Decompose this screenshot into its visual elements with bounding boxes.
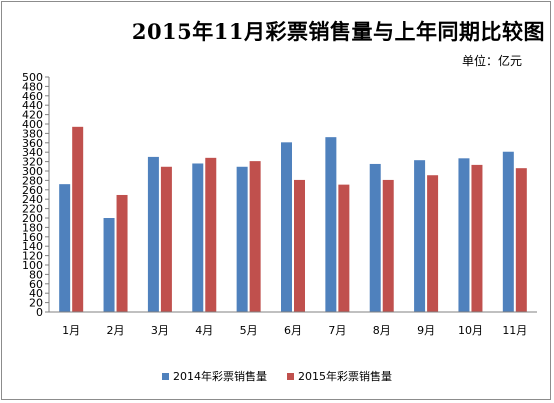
y-tick-label: 360 [22, 137, 43, 150]
x-tick-label: 7月 [328, 324, 346, 337]
bar-series2 [515, 168, 527, 312]
y-tick-label: 240 [22, 193, 43, 206]
y-tick-label: 20 [29, 297, 43, 310]
bar-series1 [458, 158, 470, 312]
y-tick-label: 500 [22, 71, 43, 84]
bar-series2 [160, 166, 172, 312]
y-tick-label: 40 [29, 287, 43, 300]
x-tick-label: 9月 [417, 324, 435, 337]
y-tick-label: 340 [22, 146, 43, 159]
chart-title: 2015年11月彩票销售量与上年同期比较图 [131, 19, 545, 44]
bar-series1 [192, 163, 204, 312]
x-tick-label: 3月 [151, 324, 169, 337]
x-tick-label: 10月 [458, 324, 483, 337]
y-tick-label: 160 [22, 231, 43, 244]
y-tick-label: 60 [29, 278, 43, 291]
bar-series1 [59, 184, 71, 312]
x-tick-label: 8月 [373, 324, 391, 337]
y-tick-label: 300 [22, 165, 43, 178]
y-tick-label: 320 [22, 156, 43, 169]
y-tick-label: 380 [22, 127, 43, 140]
y-tick-label: 220 [22, 203, 43, 216]
unit-label: 单位：亿元 [461, 54, 522, 68]
y-tick-label: 400 [22, 118, 43, 131]
y-tick-label: 200 [22, 212, 43, 225]
legend: 2014年彩票销售量 2015年彩票销售量 [0, 368, 554, 384]
y-tick-label: 100 [22, 259, 43, 272]
x-tick-label: 4月 [195, 324, 213, 337]
legend-item-2: 2015年彩票销售量 [287, 368, 392, 384]
x-tick-label: 1月 [62, 324, 80, 337]
legend-swatch [287, 372, 294, 380]
y-tick-label: 180 [22, 221, 43, 234]
bar-series1 [103, 218, 115, 312]
y-tick-label: 440 [22, 99, 43, 112]
bar-series1 [369, 163, 381, 312]
bar-series1 [325, 137, 337, 312]
x-tick-label: 5月 [240, 324, 258, 337]
y-tick-label: 260 [22, 184, 43, 197]
bar-series2 [427, 175, 439, 312]
bar-series1 [236, 166, 248, 312]
bar-series2 [72, 126, 84, 312]
y-tick-label: 480 [22, 80, 43, 93]
x-tick-label: 2月 [107, 324, 125, 337]
y-tick-label: 280 [22, 174, 43, 187]
bar-series1 [147, 156, 159, 312]
bar-series1 [281, 142, 292, 312]
bar-series2 [116, 194, 128, 312]
legend-label: 2015年彩票销售量 [298, 370, 392, 383]
bar-series2 [249, 161, 261, 312]
y-tick-label: 120 [22, 250, 43, 263]
x-tick-label: 11月 [502, 324, 527, 337]
legend-swatch [162, 372, 169, 380]
bar-series2 [205, 157, 217, 312]
y-tick-label: 140 [22, 240, 43, 253]
y-tick-label: 0 [36, 306, 43, 319]
bar-series1 [414, 160, 426, 312]
bar-series2 [471, 164, 483, 312]
y-tick-label: 420 [22, 109, 43, 122]
bar-series1 [502, 151, 514, 312]
x-tick-label: 6月 [284, 324, 302, 337]
y-tick-label: 460 [22, 90, 43, 103]
bar-series2 [382, 179, 394, 312]
bar-series2 [338, 184, 350, 312]
bar-series2 [294, 179, 305, 312]
y-tick-label: 80 [29, 268, 43, 281]
legend-label: 2014年彩票销售量 [173, 370, 267, 383]
legend-item-1: 2014年彩票销售量 [162, 368, 267, 384]
